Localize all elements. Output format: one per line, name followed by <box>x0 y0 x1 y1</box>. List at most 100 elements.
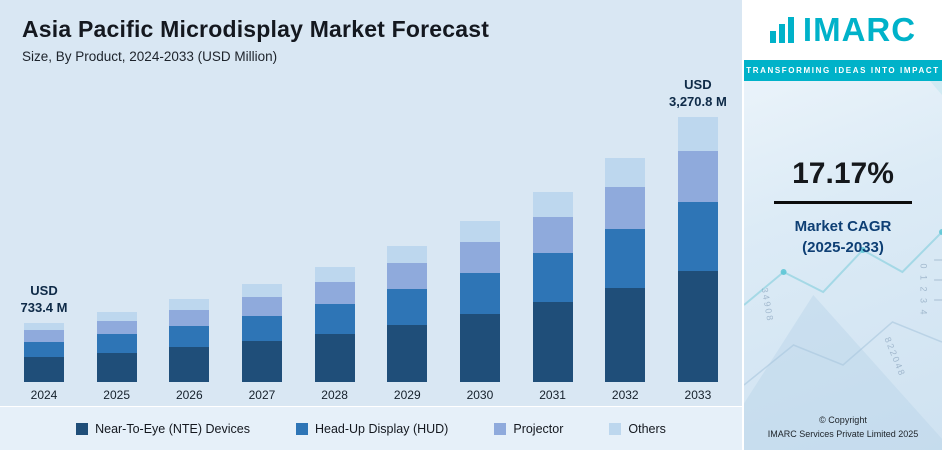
bar-column-2033: USD 3,270.8 M 2033 <box>669 64 727 406</box>
bar-column-2027: 2027 <box>241 64 282 406</box>
bar-column-2031: 2031 <box>532 64 573 406</box>
segment-projector-2025 <box>96 321 137 335</box>
segment-others-2029 <box>387 245 428 264</box>
segment-others-2028 <box>314 266 355 282</box>
legend-swatch-projector <box>494 422 507 435</box>
bar-stack-2031 <box>532 191 573 382</box>
imarc-tagline: TRANSFORMING IDEAS INTO IMPACT <box>744 60 942 81</box>
segment-near-to-eye-nte-devices-2029 <box>387 324 428 382</box>
segment-projector-2028 <box>314 281 355 304</box>
cagr-label-line1: Market CAGR <box>794 217 892 235</box>
imarc-logo-text: IMARC <box>802 11 917 48</box>
segment-near-to-eye-nte-devices-2025 <box>96 352 137 382</box>
copyright: © Copyright IMARC Services Private Limit… <box>744 414 942 442</box>
brand-sidebar: 0 1 2 3 4 822048 34908 IMARC TRANSFORMIN… <box>742 0 942 450</box>
x-tick-2032: 2032 <box>611 388 639 402</box>
segment-projector-2031 <box>532 216 573 253</box>
segment-head-up-display-hud-2024 <box>24 341 64 358</box>
segment-head-up-display-hud-2030 <box>459 272 500 315</box>
bar-stack-2025 <box>96 311 137 382</box>
legend-item-near-to-eye-nte-devices: Near-To-Eye (NTE) Devices <box>76 422 250 436</box>
segment-others-2033 <box>677 117 718 152</box>
legend-swatch-near-to-eye-nte-devices <box>76 422 89 435</box>
cagr-label-line2: (2025-2033) <box>802 239 884 257</box>
segment-head-up-display-hud-2028 <box>314 303 355 334</box>
bar-column-2029: 2029 <box>387 64 428 406</box>
segment-head-up-display-hud-2033 <box>677 201 718 271</box>
page-title: Asia Pacific Microdisplay Market Forecas… <box>22 16 490 42</box>
segment-others-2024 <box>24 322 64 331</box>
segment-near-to-eye-nte-devices-2031 <box>532 302 573 382</box>
legend-label: Head-Up Display (HUD) <box>314 421 449 436</box>
segment-near-to-eye-nte-devices-2027 <box>241 340 282 382</box>
legend-label: Others <box>628 421 666 436</box>
bar-value-label-2024: USD 733.4 M <box>0 283 90 317</box>
segment-projector-2030 <box>459 241 500 273</box>
cagr-value: 17.17% <box>792 157 894 190</box>
segment-head-up-display-hud-2027 <box>241 315 282 341</box>
segment-head-up-display-hud-2031 <box>532 252 573 303</box>
bar-column-2028: 2028 <box>314 64 355 406</box>
segment-others-2027 <box>241 284 282 297</box>
x-tick-2026: 2026 <box>175 388 203 402</box>
chart-header: Asia Pacific Microdisplay Market Forecas… <box>0 0 742 64</box>
x-tick-2024: 2024 <box>30 388 58 402</box>
cagr-block: 17.17% Market CAGR (2025-2033) <box>744 157 942 259</box>
legend-swatch-others <box>609 422 622 435</box>
x-tick-2027: 2027 <box>248 388 276 402</box>
segment-head-up-display-hud-2032 <box>605 229 646 288</box>
bar-value-label-amount: 733.4 M <box>20 299 68 315</box>
copyright-line1: © Copyright <box>819 415 867 426</box>
bar-column-2030: 2030 <box>459 64 500 406</box>
x-tick-2031: 2031 <box>539 388 566 402</box>
segment-others-2025 <box>96 311 137 321</box>
chart-legend: Near-To-Eye (NTE) Devices Head-Up Display… <box>0 406 742 450</box>
segment-head-up-display-hud-2029 <box>387 289 428 325</box>
segment-near-to-eye-nte-devices-2030 <box>459 314 500 382</box>
x-tick-2030: 2030 <box>466 388 494 402</box>
segment-others-2031 <box>532 191 573 217</box>
bar-value-label-2033: USD 3,270.8 M <box>652 77 744 111</box>
x-tick-2029: 2029 <box>393 388 421 402</box>
stacked-bar-chart: USD 733.4 M 2024 2025 2026 2027 2028 2029 2030 20… <box>0 64 742 406</box>
legend-swatch-head-up-display-hud <box>295 422 308 435</box>
segment-near-to-eye-nte-devices-2032 <box>605 287 646 382</box>
legend-label: Projector <box>513 421 564 436</box>
segment-near-to-eye-nte-devices-2033 <box>677 270 718 382</box>
bar-stack-2028 <box>314 266 355 382</box>
segment-projector-2024 <box>24 330 64 342</box>
segment-projector-2026 <box>169 309 210 326</box>
x-tick-2025: 2025 <box>103 388 130 402</box>
legend-item-others: Others <box>609 422 666 436</box>
bar-stack-2024 <box>24 322 64 382</box>
cagr-underline <box>774 201 912 204</box>
decorative-number: 0 1 2 3 4 <box>918 263 929 317</box>
bar-stack-2032 <box>605 157 646 382</box>
bar-stack-2027 <box>241 284 282 382</box>
bar-column-2032: 2032 <box>605 64 646 406</box>
segment-others-2026 <box>169 299 210 310</box>
bar-value-label-amount: 3,270.8 M <box>668 94 727 110</box>
segment-near-to-eye-nte-devices-2028 <box>314 333 355 382</box>
bar-value-label-currency: USD <box>30 282 58 298</box>
segment-near-to-eye-nte-devices-2026 <box>169 347 210 382</box>
segment-others-2032 <box>605 157 646 187</box>
segment-projector-2033 <box>677 151 718 202</box>
bar-stack-2030 <box>459 221 500 382</box>
segment-projector-2029 <box>387 263 428 290</box>
segment-projector-2027 <box>241 296 282 316</box>
bar-column-2024: USD 733.4 M 2024 <box>21 64 68 406</box>
x-tick-2033: 2033 <box>684 388 712 402</box>
bar-column-2025: 2025 <box>96 64 137 406</box>
legend-item-projector: Projector <box>494 422 563 436</box>
segment-near-to-eye-nte-devices-2024 <box>24 357 64 382</box>
imarc-logo: IMARC <box>744 0 942 60</box>
copyright-line2: IMARC Services Private Limited 2025 <box>767 429 919 440</box>
bar-chart-icon <box>769 17 794 43</box>
segment-others-2030 <box>459 221 500 242</box>
legend-item-head-up-display-hud: Head-Up Display (HUD) <box>295 421 449 436</box>
segment-head-up-display-hud-2025 <box>96 334 137 353</box>
bar-column-2026: 2026 <box>169 64 210 406</box>
segment-projector-2032 <box>605 186 646 230</box>
